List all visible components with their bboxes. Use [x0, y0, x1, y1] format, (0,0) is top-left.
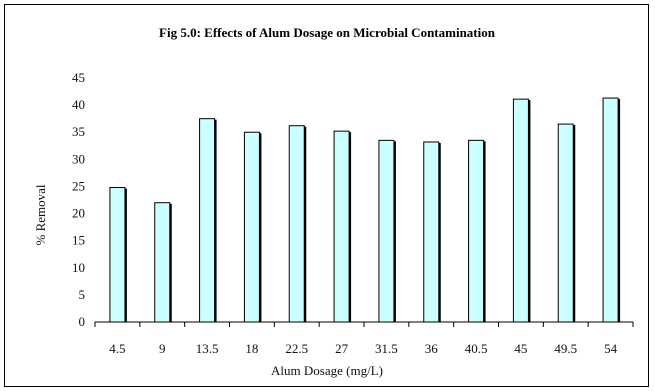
bar: [243, 131, 260, 323]
bar: [378, 139, 395, 323]
x-axis-ticks: 4.5 9 13.5 18 22.5 27 31.5 36 40.5 45 49.5 54: [94, 322, 634, 356]
bar: [109, 187, 126, 323]
bar: [468, 139, 485, 323]
bar: [602, 97, 619, 323]
y-tick-label: 0: [79, 314, 86, 329]
y-tick-label: 10: [72, 260, 85, 275]
y-tick-label: 25: [72, 178, 85, 193]
bar: [333, 130, 350, 323]
x-tick-label: 13.5: [196, 341, 219, 356]
chart-title: Fig 5.0: Effects of Alum Dosage on Micro…: [159, 25, 496, 40]
x-tick-label: 45: [514, 341, 527, 356]
x-tick-label: 40.5: [465, 341, 488, 356]
x-tick-label: 49.5: [554, 341, 577, 356]
x-tick-label: 31.5: [375, 341, 398, 356]
bar: [557, 123, 574, 323]
y-tick-label: 20: [72, 206, 85, 221]
y-tick-label: 15: [72, 233, 85, 248]
y-tick-label: 40: [72, 97, 85, 112]
y-tick-label: 35: [72, 124, 85, 139]
chart-frame: Fig 5.0: Effects of Alum Dosage on Micro…: [4, 4, 649, 387]
x-tick-label: 27: [335, 341, 349, 356]
bars-group: [109, 97, 621, 323]
bar: [288, 125, 305, 323]
y-tick-label: 30: [72, 151, 85, 166]
x-tick-label: 22.5: [285, 341, 308, 356]
x-tick-label: 18: [245, 341, 258, 356]
x-axis-label: Alum Dosage (mg/L): [271, 363, 383, 378]
x-tick-label: 9: [159, 341, 166, 356]
y-tick-label: 45: [72, 70, 85, 85]
x-tick-label: 54: [604, 341, 618, 356]
y-axis-label: % Removal: [33, 184, 48, 245]
bar: [199, 118, 216, 323]
x-tick-label: 36: [425, 341, 439, 356]
x-tick-label: 4.5: [109, 341, 125, 356]
bar: [512, 98, 529, 323]
bar: [154, 202, 171, 323]
y-tick-label: 5: [79, 287, 86, 302]
y-axis-ticks: 0 5 10 15 20 25 30 35 40 45: [72, 70, 85, 329]
chart-canvas: Fig 5.0: Effects of Alum Dosage on Micro…: [33, 25, 634, 378]
bar: [423, 141, 440, 323]
